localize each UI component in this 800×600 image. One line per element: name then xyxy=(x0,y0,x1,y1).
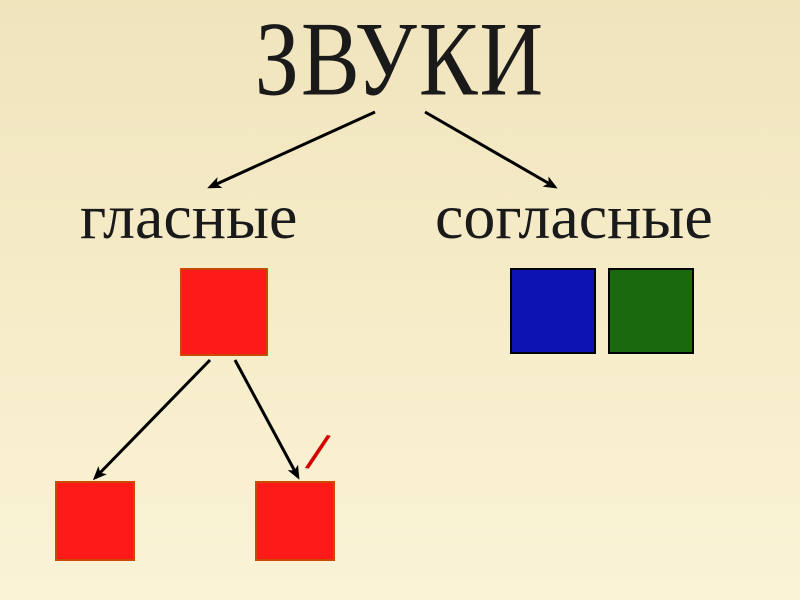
vowel-square-stressed xyxy=(255,481,335,561)
arrow-vowel-to-unstressed xyxy=(95,360,210,478)
vowel-square-unstressed xyxy=(55,481,135,561)
arrow-title-to-consonants xyxy=(425,112,555,187)
branch-label-consonants: согласные xyxy=(435,180,713,254)
consonant-square-green xyxy=(608,268,694,354)
arrow-vowel-to-stressed xyxy=(235,360,298,477)
arrow-title-to-vowels xyxy=(210,112,375,187)
vowel-square-main xyxy=(180,268,268,356)
consonant-square-blue xyxy=(510,268,596,354)
diagram-title: ЗВУКИ xyxy=(255,10,545,111)
stress-mark: / xyxy=(302,419,334,485)
branch-label-vowels: гласные xyxy=(80,180,297,254)
title-text: ЗВУКИ xyxy=(255,0,545,121)
